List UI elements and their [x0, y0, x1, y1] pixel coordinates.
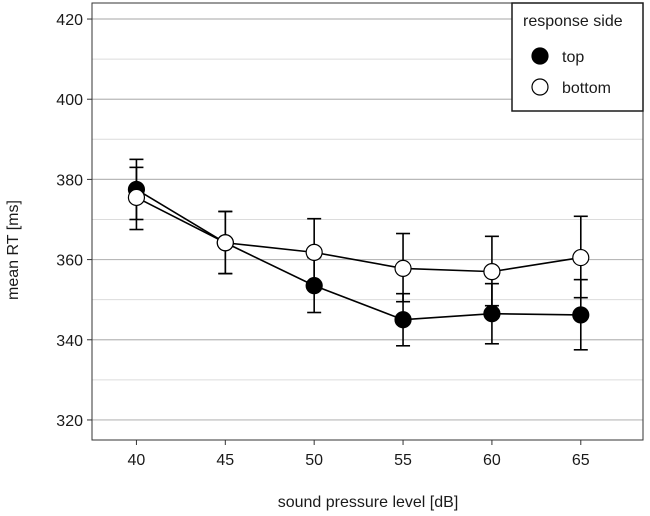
data-point-top	[572, 306, 590, 324]
y-tick-label: 400	[56, 92, 83, 109]
y-tick-label: 420	[56, 12, 83, 29]
y-tick-label: 360	[56, 253, 83, 270]
legend-label-top: top	[562, 49, 584, 66]
y-axis-title: mean RT [ms]	[5, 200, 22, 300]
legend-marker-top	[531, 47, 549, 65]
data-point-bottom	[394, 259, 412, 278]
y-tick-label: 320	[56, 413, 83, 430]
series-line-bottom	[136, 196, 581, 273]
x-axis-title: sound pressure level [dB]	[278, 494, 459, 511]
y-tick-label: 380	[56, 172, 83, 189]
x-tick-label: 60	[483, 452, 501, 469]
data-point-top	[305, 277, 323, 295]
x-tick-label: 55	[394, 452, 412, 469]
legend-title: response side	[523, 13, 623, 30]
plot-panel-border	[91, 2, 644, 441]
axes: 320 340 360 380 400 420 40 45 50 55 60 65	[56, 12, 589, 469]
legend-marker-bottom	[531, 78, 549, 96]
legend: response side top bottom	[511, 2, 644, 112]
data-point-bottom	[305, 243, 323, 261]
data-point-top	[394, 311, 412, 329]
x-tick-label: 65	[572, 452, 590, 469]
x-tick-label: 50	[305, 452, 323, 469]
data-point-bottom	[127, 188, 146, 207]
data-point-bottom	[572, 248, 590, 267]
data-point-bottom	[483, 263, 501, 281]
x-tick-label: 45	[216, 452, 234, 469]
y-tick-label: 340	[56, 333, 83, 350]
series	[127, 158, 590, 351]
series-line-top	[136, 188, 581, 321]
legend-label-bottom: bottom	[562, 80, 611, 97]
data-point-top	[483, 305, 501, 323]
x-tick-label: 40	[128, 452, 146, 469]
data-point-bottom	[216, 234, 234, 252]
